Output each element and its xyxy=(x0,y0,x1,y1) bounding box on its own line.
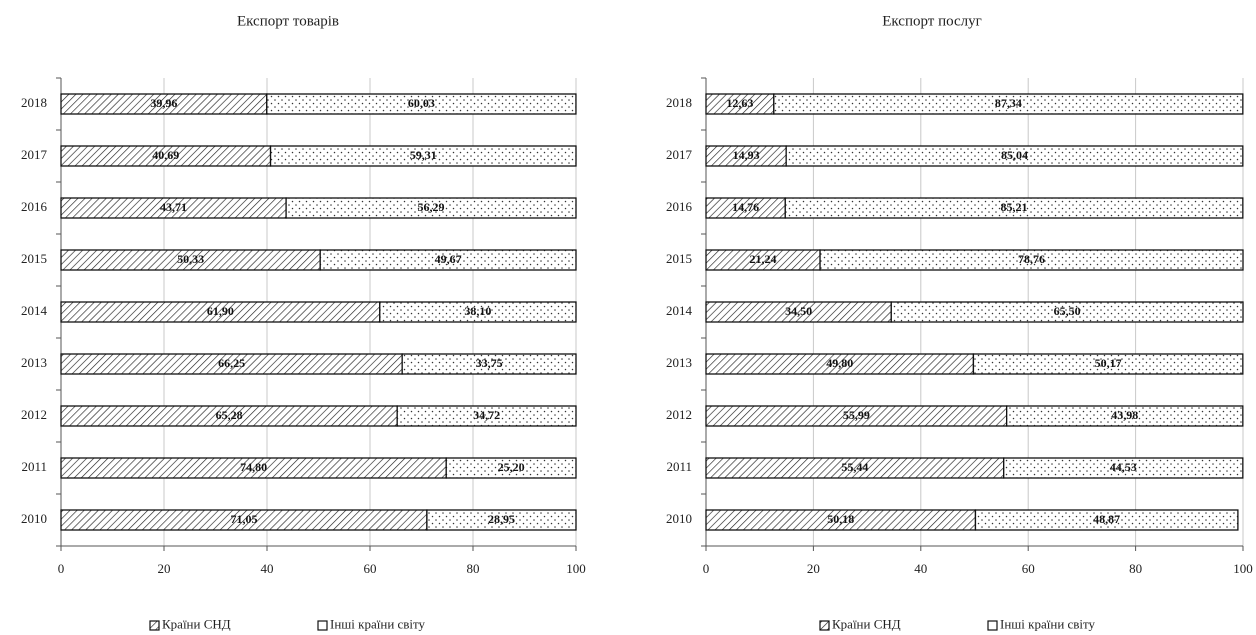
y-tick-label: 2010 xyxy=(21,511,47,526)
data-label: 85,04 xyxy=(1001,148,1028,162)
bar-other xyxy=(379,301,577,323)
legend-label-other: Інші країни світу xyxy=(330,616,426,631)
data-label: 49,80 xyxy=(826,356,853,370)
chart-panel-1: Експорт товарів 0 20 40 60 80 100 2010 71,05 28,9… xyxy=(21,13,586,631)
data-label: 44,53 xyxy=(1110,460,1137,474)
y-tick-label: 2017 xyxy=(21,147,48,162)
y-tick-label: 2011 xyxy=(666,459,692,474)
data-label: 61,90 xyxy=(207,304,234,318)
data-label: 34,50 xyxy=(785,304,812,318)
y-tick-label: 2017 xyxy=(666,147,693,162)
data-label: 49,67 xyxy=(435,252,462,266)
x-tick-label: 40 xyxy=(261,561,274,576)
data-label: 39,96 xyxy=(150,96,177,110)
data-label: 50,18 xyxy=(827,512,854,526)
y-tick-label: 2011 xyxy=(21,459,47,474)
data-label: 65,50 xyxy=(1054,304,1081,318)
x-tick-label: 60 xyxy=(364,561,377,576)
y-tick-label: 2016 xyxy=(666,199,693,214)
bar-other xyxy=(401,353,577,375)
y-tick-label: 2018 xyxy=(666,95,692,110)
data-label: 55,44 xyxy=(841,460,868,474)
data-label: 60,03 xyxy=(408,96,435,110)
legend: Країни СНД Інші країни світу xyxy=(149,616,426,631)
data-label: 50,33 xyxy=(177,252,204,266)
data-label: 78,76 xyxy=(1018,252,1045,266)
bar-other xyxy=(285,197,577,219)
bar-other xyxy=(819,249,1244,271)
x-tick-label: 100 xyxy=(566,561,586,576)
bar-other xyxy=(773,93,1244,115)
legend-label-cis: Країни СНД xyxy=(832,616,901,631)
data-label: 43,98 xyxy=(1111,408,1138,422)
legend-swatch-other xyxy=(317,620,328,631)
chart-title: Експорт послуг xyxy=(882,13,982,29)
y-tick-label: 2012 xyxy=(21,407,47,422)
bar-other xyxy=(396,405,577,427)
bar-other xyxy=(266,93,577,115)
y-tick-label: 2012 xyxy=(666,407,692,422)
data-label: 50,17 xyxy=(1095,356,1122,370)
data-label: 25,20 xyxy=(498,460,525,474)
data-label: 33,75 xyxy=(476,356,503,370)
data-label: 59,31 xyxy=(410,148,437,162)
x-tick-label: 80 xyxy=(1129,561,1142,576)
x-tick-label: 20 xyxy=(158,561,171,576)
data-label: 38,10 xyxy=(464,304,491,318)
legend-label-other: Інші країни світу xyxy=(1000,616,1096,631)
data-label: 55,99 xyxy=(843,408,870,422)
data-label: 34,72 xyxy=(473,408,500,422)
data-label: 48,87 xyxy=(1093,512,1120,526)
y-tick-label: 2010 xyxy=(666,511,692,526)
bar-other xyxy=(890,301,1244,323)
data-label: 87,34 xyxy=(995,96,1022,110)
data-label: 85,21 xyxy=(1001,200,1028,214)
x-tick-label: 60 xyxy=(1022,561,1035,576)
y-tick-label: 2016 xyxy=(21,199,48,214)
chart-panel-2: Експорт послуг 0 20 40 60 80 100 2010 50,18 48,87… xyxy=(666,13,1253,631)
data-label: 71,05 xyxy=(230,512,257,526)
data-label: 28,95 xyxy=(488,512,515,526)
legend-swatch-cis xyxy=(819,620,830,631)
bar-other xyxy=(319,249,577,271)
y-tick-label: 2013 xyxy=(666,355,692,370)
bar-other xyxy=(1003,457,1244,479)
bar-other xyxy=(1006,405,1244,427)
y-tick-label: 2014 xyxy=(21,303,48,318)
legend-swatch-cis xyxy=(149,620,160,631)
data-label: 65,28 xyxy=(216,408,243,422)
bar-other xyxy=(972,353,1244,375)
y-tick-label: 2014 xyxy=(666,303,693,318)
x-tick-label: 40 xyxy=(914,561,927,576)
data-label: 40,69 xyxy=(152,148,179,162)
data-label: 14,76 xyxy=(732,200,759,214)
bar-other xyxy=(426,509,577,531)
y-tick-label: 2015 xyxy=(666,251,692,266)
bar-other xyxy=(974,509,1239,531)
x-tick-label: 0 xyxy=(703,561,710,576)
data-label: 43,71 xyxy=(160,200,187,214)
x-tick-label: 80 xyxy=(467,561,480,576)
bar-other xyxy=(784,197,1244,219)
legend: Країни СНД Інші країни світу xyxy=(819,616,1096,631)
legend-swatch-other xyxy=(987,620,998,631)
data-label: 66,25 xyxy=(218,356,245,370)
data-label: 14,93 xyxy=(733,148,760,162)
y-tick-label: 2018 xyxy=(21,95,47,110)
x-tick-label: 0 xyxy=(58,561,65,576)
chart-title: Експорт товарів xyxy=(237,13,339,29)
data-label: 12,63 xyxy=(726,96,753,110)
data-label: 21,24 xyxy=(750,252,777,266)
bar-other xyxy=(269,145,577,167)
legend-label-cis: Країни СНД xyxy=(162,616,231,631)
data-label: 56,29 xyxy=(418,200,445,214)
x-tick-label: 100 xyxy=(1233,561,1253,576)
bar-other xyxy=(785,145,1244,167)
data-label: 74,80 xyxy=(240,460,267,474)
y-tick-label: 2013 xyxy=(21,355,47,370)
x-tick-label: 20 xyxy=(807,561,820,576)
y-tick-label: 2015 xyxy=(21,251,47,266)
bar-other xyxy=(445,457,577,479)
